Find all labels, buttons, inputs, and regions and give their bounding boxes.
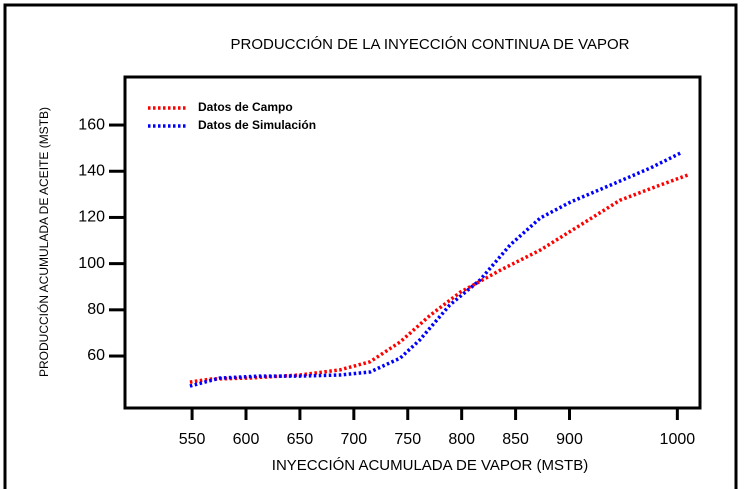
x-tick-label: 650 <box>287 431 314 448</box>
chart-title: PRODUCCIÓN DE LA INYECCIÓN CONTINUA DE V… <box>231 36 630 53</box>
y-axis-label: PRODUCCIÓN ACUMULADA DE ACEITE (MSTB) <box>36 107 51 377</box>
x-tick-label: 550 <box>179 431 206 448</box>
x-axis-label: INYECCIÓN ACUMULADA DE VAPOR (MSTB) <box>272 457 588 474</box>
y-tick-label: 60 <box>87 347 105 364</box>
x-tick-label: 600 <box>233 431 260 448</box>
x-tick-label: 800 <box>448 431 475 448</box>
x-tick-label: 750 <box>394 431 421 448</box>
x-tick-label: 900 <box>556 431 583 448</box>
y-tick-label: 120 <box>78 209 105 226</box>
y-tick-label: 80 <box>87 301 105 318</box>
y-tick-label: 160 <box>78 116 105 133</box>
data-line <box>189 173 689 384</box>
x-tick-label: 1000 <box>660 431 696 448</box>
y-tick-label: 140 <box>78 162 105 179</box>
plot-area <box>123 75 702 410</box>
legend-label: Datos de Campo <box>198 100 293 114</box>
legend-label: Datos de Simulación <box>198 118 316 132</box>
frame <box>3 3 738 489</box>
data-line <box>189 151 682 388</box>
x-tick-label: 850 <box>502 431 529 448</box>
x-tick-label: 700 <box>340 431 367 448</box>
y-tick-label: 100 <box>78 255 105 272</box>
